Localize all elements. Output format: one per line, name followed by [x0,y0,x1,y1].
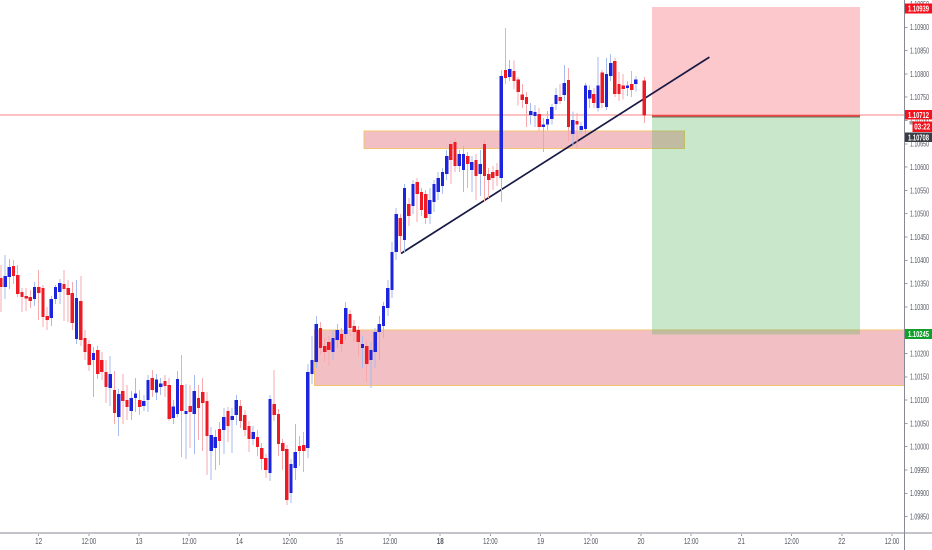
svg-text:1.10750: 1.10750 [910,93,929,102]
svg-text:1.10050: 1.10050 [910,419,929,428]
svg-text:1.09850: 1.09850 [910,513,929,522]
svg-text:1.10100: 1.10100 [910,396,929,405]
svg-text:1.10200: 1.10200 [910,349,929,358]
svg-text:1.09950: 1.09950 [910,466,929,475]
svg-text:12:00: 12:00 [82,537,97,546]
svg-text:1.10939: 1.10939 [908,5,929,14]
svg-text:1.10900: 1.10900 [910,23,929,32]
svg-text:1.10450: 1.10450 [910,233,929,242]
svg-text:1.10712: 1.10712 [908,111,929,120]
svg-text:1.10400: 1.10400 [910,256,929,265]
svg-text:20: 20 [638,537,645,546]
svg-text:1.10650: 1.10650 [910,140,929,149]
svg-text:13: 13 [136,537,143,546]
svg-text:1.10500: 1.10500 [910,210,929,219]
svg-text:18: 18 [437,537,444,546]
svg-text:12:00: 12:00 [383,537,398,546]
svg-text:1.10350: 1.10350 [910,280,929,289]
svg-text:19: 19 [537,537,544,546]
svg-text:03:22: 03:22 [914,123,930,132]
svg-text:15: 15 [336,537,343,546]
svg-text:12:00: 12:00 [684,537,699,546]
svg-text:1.10600: 1.10600 [910,163,929,172]
svg-text:12:00: 12:00 [182,537,197,546]
svg-text:1.10150: 1.10150 [910,373,929,382]
svg-text:21: 21 [738,537,745,546]
svg-text:12:00: 12:00 [885,537,900,546]
svg-text:12: 12 [35,537,42,546]
svg-text:12:00: 12:00 [282,537,297,546]
svg-text:12:00: 12:00 [784,537,799,546]
svg-text:1.10245: 1.10245 [908,330,929,339]
svg-text:1.10550: 1.10550 [910,186,929,195]
svg-text:1.10850: 1.10850 [910,47,929,56]
svg-text:1.10800: 1.10800 [910,70,929,79]
svg-text:1.10000: 1.10000 [910,443,929,452]
svg-text:1.09900: 1.09900 [910,489,929,498]
svg-text:1.10300: 1.10300 [910,303,929,312]
svg-text:12:00: 12:00 [584,537,599,546]
svg-text:1.10700: 1.10700 [910,116,929,125]
svg-text:12:00: 12:00 [483,537,498,546]
svg-text:1.10708: 1.10708 [908,133,929,142]
svg-text:22: 22 [838,537,845,546]
svg-text:14: 14 [236,537,243,546]
